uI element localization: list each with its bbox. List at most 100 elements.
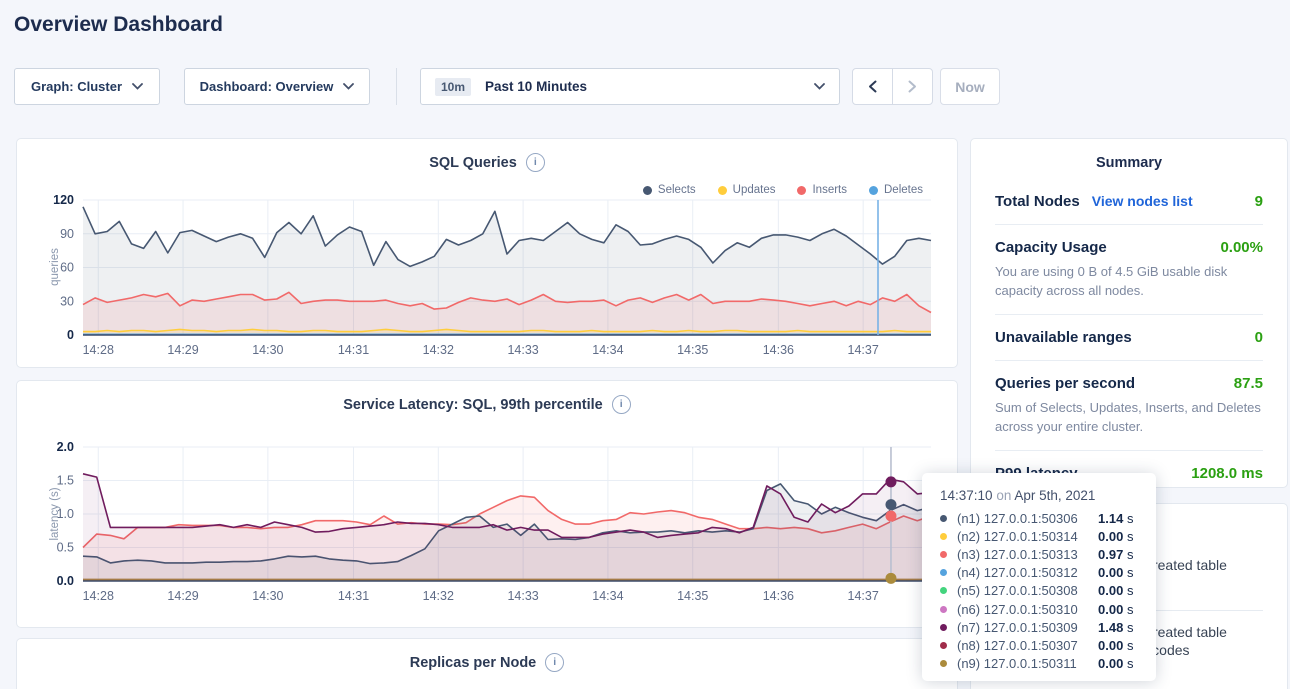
tooltip-row: (n7) 127.0.0.1:50309 1.48 s (940, 618, 1156, 636)
svg-text:120: 120 (53, 194, 74, 207)
next-time-button[interactable] (892, 69, 932, 104)
svg-text:0.0: 0.0 (57, 574, 74, 588)
svg-text:14:30: 14:30 (252, 343, 283, 357)
summary-panel: Summary Total Nodes View nodes list 9 Ca… (970, 138, 1288, 488)
page-title: Overview Dashboard (14, 13, 223, 36)
legend-item[interactable]: Deletes (869, 184, 923, 196)
legend-item[interactable]: Updates (717, 184, 775, 196)
node-latency-value: 0.00 s (1098, 601, 1134, 617)
node-latency-value: 1.48 s (1098, 619, 1134, 635)
node-address: (n8) 127.0.0.1:50307 (957, 637, 1078, 653)
summary-total-nodes: Total Nodes View nodes list 9 (971, 181, 1287, 222)
replicas-per-node-panel: Replicas per Node i (16, 638, 958, 689)
qps-label: Queries per second (995, 375, 1136, 392)
legend-dot-icon (797, 185, 807, 195)
summary-unavailable-ranges: Unavailable ranges 0 (971, 317, 1287, 358)
svg-text:0.5: 0.5 (57, 541, 74, 555)
tooltip-row: (n9) 127.0.0.1:50311 0.00 s (940, 655, 1156, 673)
toolbar-divider (396, 68, 397, 105)
node-latency-value: 0.00 s (1098, 656, 1134, 672)
svg-text:14:29: 14:29 (167, 343, 198, 357)
info-icon[interactable]: i (545, 653, 565, 672)
node-latency-value: 0.00 s (1098, 583, 1134, 599)
chevron-left-icon (869, 80, 877, 93)
chevron-right-icon (908, 80, 916, 93)
service-latency-title: Service Latency: SQL, 99th percentile (343, 396, 603, 413)
svg-text:14:35: 14:35 (677, 343, 708, 357)
svg-text:30: 30 (60, 294, 74, 308)
legend-item[interactable]: Inserts (797, 184, 847, 196)
node-color-dot-icon (940, 569, 947, 577)
tooltip-row: (n5) 127.0.0.1:50308 0.00 s (940, 582, 1156, 600)
dashboard-dropdown[interactable]: Dashboard: Overview (184, 68, 370, 105)
node-latency-value: 0.00 s (1098, 528, 1134, 544)
sql-queries-legend: Selects Updates Inserts Deletes (642, 184, 923, 196)
total-nodes-value: 9 (1254, 193, 1263, 210)
node-color-dot-icon (940, 532, 947, 540)
sql-queries-chart[interactable]: 14:28 14:29 14:30 14:31 14:32 14:33 14:34 14:35… (17, 194, 959, 369)
tooltip-row: (n6) 127.0.0.1:50310 0.00 s (940, 600, 1156, 618)
divider (995, 360, 1263, 361)
svg-text:14:31: 14:31 (338, 343, 369, 357)
now-button[interactable]: Now (940, 68, 1000, 105)
svg-text:90: 90 (60, 227, 74, 241)
time-range-dropdown[interactable]: 10m Past 10 Minutes (420, 68, 840, 105)
unavailable-ranges-label: Unavailable ranges (995, 329, 1132, 346)
svg-text:1.5: 1.5 (57, 474, 74, 488)
info-icon[interactable]: i (525, 153, 545, 172)
svg-text:14:28: 14:28 (83, 589, 114, 603)
node-address: (n1) 127.0.0.1:50306 (957, 510, 1078, 526)
node-latency-value: 0.00 s (1098, 637, 1134, 653)
divider (995, 314, 1263, 315)
legend-label: Selects (657, 184, 696, 196)
node-color-dot-icon (940, 660, 947, 668)
svg-text:14:29: 14:29 (167, 589, 198, 603)
legend-dot-icon (717, 185, 727, 195)
sql-queries-title-row: SQL Queries i (17, 139, 957, 172)
qps-description: Sum of Selects, Updates, Inserts, and De… (995, 400, 1261, 434)
dashboard-dropdown-label: Dashboard: Overview (199, 79, 334, 94)
capacity-value: 0.00% (1220, 239, 1263, 256)
info-icon[interactable]: i (611, 395, 631, 414)
unavailable-ranges-value: 0 (1254, 329, 1263, 346)
svg-text:14:34: 14:34 (592, 343, 623, 357)
node-address: (n4) 127.0.0.1:50312 (957, 565, 1078, 581)
svg-text:0: 0 (67, 328, 74, 342)
svg-text:14:33: 14:33 (507, 343, 538, 357)
divider (995, 450, 1263, 451)
legend-item[interactable]: Selects (642, 184, 696, 196)
svg-text:14:36: 14:36 (763, 589, 794, 603)
svg-text:14:33: 14:33 (507, 589, 538, 603)
p99-latency-value: 1208.0 ms (1191, 465, 1263, 482)
tooltip-timestamp: 14:37:10 on Apr 5th, 2021 (940, 488, 1156, 503)
time-step-buttons (852, 68, 933, 105)
node-color-dot-icon (940, 550, 947, 558)
tooltip-row: (n8) 127.0.0.1:50307 0.00 s (940, 636, 1156, 654)
node-address: (n3) 127.0.0.1:50313 (957, 546, 1078, 562)
legend-label: Deletes (884, 184, 923, 196)
time-range-badge: 10m (435, 77, 472, 96)
svg-text:14:32: 14:32 (423, 343, 454, 357)
view-nodes-list-link[interactable]: View nodes list (1091, 193, 1193, 209)
summary-title: Summary (1095, 155, 1163, 171)
sql-queries-panel: SQL Queries i Selects Updates Inserts (16, 138, 958, 368)
sql-queries-title: SQL Queries (429, 154, 517, 171)
summary-qps: Queries per second 87.5 Sum of Selects, … (971, 363, 1287, 448)
graph-dropdown[interactable]: Graph: Cluster (14, 68, 160, 105)
legend-dot-icon (642, 185, 652, 195)
node-latency-value: 1.14 s (1098, 510, 1134, 526)
node-color-dot-icon (940, 587, 947, 595)
node-address: (n2) 127.0.0.1:50314 (957, 528, 1078, 544)
service-latency-chart[interactable]: 14:28 14:29 14:30 14:31 14:32 14:33 14:34 14:35… (17, 441, 959, 621)
tooltip-rows: (n1) 127.0.0.1:50306 1.14 s (n2) 127.0.0… (940, 509, 1156, 673)
legend-label: Inserts (812, 184, 847, 196)
svg-text:14:28: 14:28 (83, 343, 114, 357)
tooltip-row: (n1) 127.0.0.1:50306 1.14 s (940, 509, 1156, 527)
tooltip-date: Apr 5th, 2021 (1014, 488, 1096, 503)
capacity-label: Capacity Usage (995, 239, 1107, 256)
svg-text:60: 60 (60, 261, 74, 275)
node-color-dot-icon (940, 514, 947, 522)
prev-time-button[interactable] (853, 69, 892, 104)
service-latency-panel: Service Latency: SQL, 99th percentile i … (16, 380, 958, 628)
